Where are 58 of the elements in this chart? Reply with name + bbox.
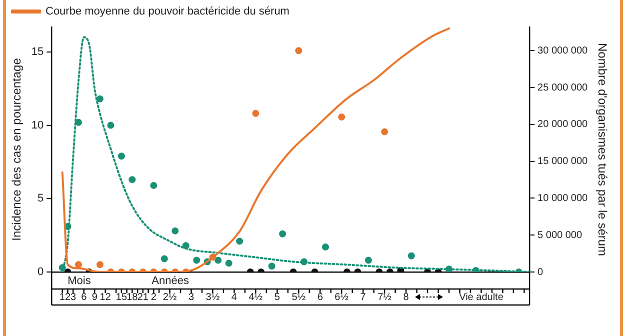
point	[160, 255, 168, 262]
x-tick-label: 3	[188, 292, 194, 303]
point	[150, 182, 158, 189]
x-tick-label: 6	[81, 292, 88, 303]
x-tick-label: 123	[59, 292, 77, 303]
text: Mois	[68, 275, 92, 288]
y-tick-label: 5	[38, 192, 44, 205]
point	[128, 176, 136, 184]
point	[193, 256, 200, 264]
line-series	[61, 27, 450, 272]
point	[118, 152, 125, 160]
x-tick-label: 8	[403, 292, 410, 303]
y-axis-title: Incidence des cas en pourcentage	[10, 58, 24, 241]
point	[322, 244, 329, 251]
point	[225, 260, 232, 267]
point	[252, 110, 260, 117]
point	[236, 238, 244, 245]
y-tick-label: 15	[31, 46, 44, 58]
x-tick-label: 4½	[248, 292, 264, 303]
x-tick-label: 7½	[378, 292, 392, 303]
point	[338, 114, 346, 121]
y-tick-label: 0	[38, 266, 44, 278]
y2-tick-label: 20 000 000	[538, 119, 588, 130]
x-tick-label: 15	[116, 292, 128, 303]
x-tick-label: 18	[126, 292, 138, 303]
y2-tick-label: 0	[538, 266, 544, 278]
y2-tick-label: 30 000 000	[538, 45, 588, 56]
point	[172, 227, 179, 234]
x-tick-label: 12	[100, 292, 112, 303]
x-tick-label: 6	[317, 292, 324, 303]
point	[107, 122, 114, 129]
point	[96, 95, 104, 102]
point	[295, 47, 302, 54]
x-tick-label: Vie adulte	[459, 292, 504, 303]
y2-tick-label: 15 000 000	[538, 156, 588, 168]
x-tick-label: 5½	[292, 292, 306, 303]
x-tick-label: 21	[137, 292, 149, 303]
x-tick-label: 7	[360, 292, 366, 303]
x-tick-label: 6½	[334, 292, 350, 303]
x-tick-label: 5	[274, 292, 280, 303]
point	[408, 252, 415, 260]
legend-label: Courbe moyenne du pouvoir bactéricide du sérum	[46, 6, 290, 18]
y2-axis-title: Nombre d'organismes tués par le sérum	[595, 42, 610, 256]
x-tick-label: 2½	[162, 292, 178, 303]
point	[381, 128, 388, 136]
x-tick-label: 3½	[206, 292, 220, 303]
text: Années	[152, 275, 190, 288]
point	[268, 262, 276, 270]
point	[214, 256, 222, 264]
y2-tick-label: 5 000 000	[538, 230, 582, 241]
x-tick-label: 2	[150, 292, 157, 303]
x-tick-label: 9	[92, 292, 98, 303]
point	[279, 230, 286, 238]
y2-tick-label: 10 000 000	[538, 192, 588, 204]
x-tick-label: 4	[231, 292, 238, 303]
point	[364, 256, 372, 264]
y-tick-label: 10	[31, 119, 44, 132]
y2-tick-label: 25 000 000	[538, 82, 588, 94]
